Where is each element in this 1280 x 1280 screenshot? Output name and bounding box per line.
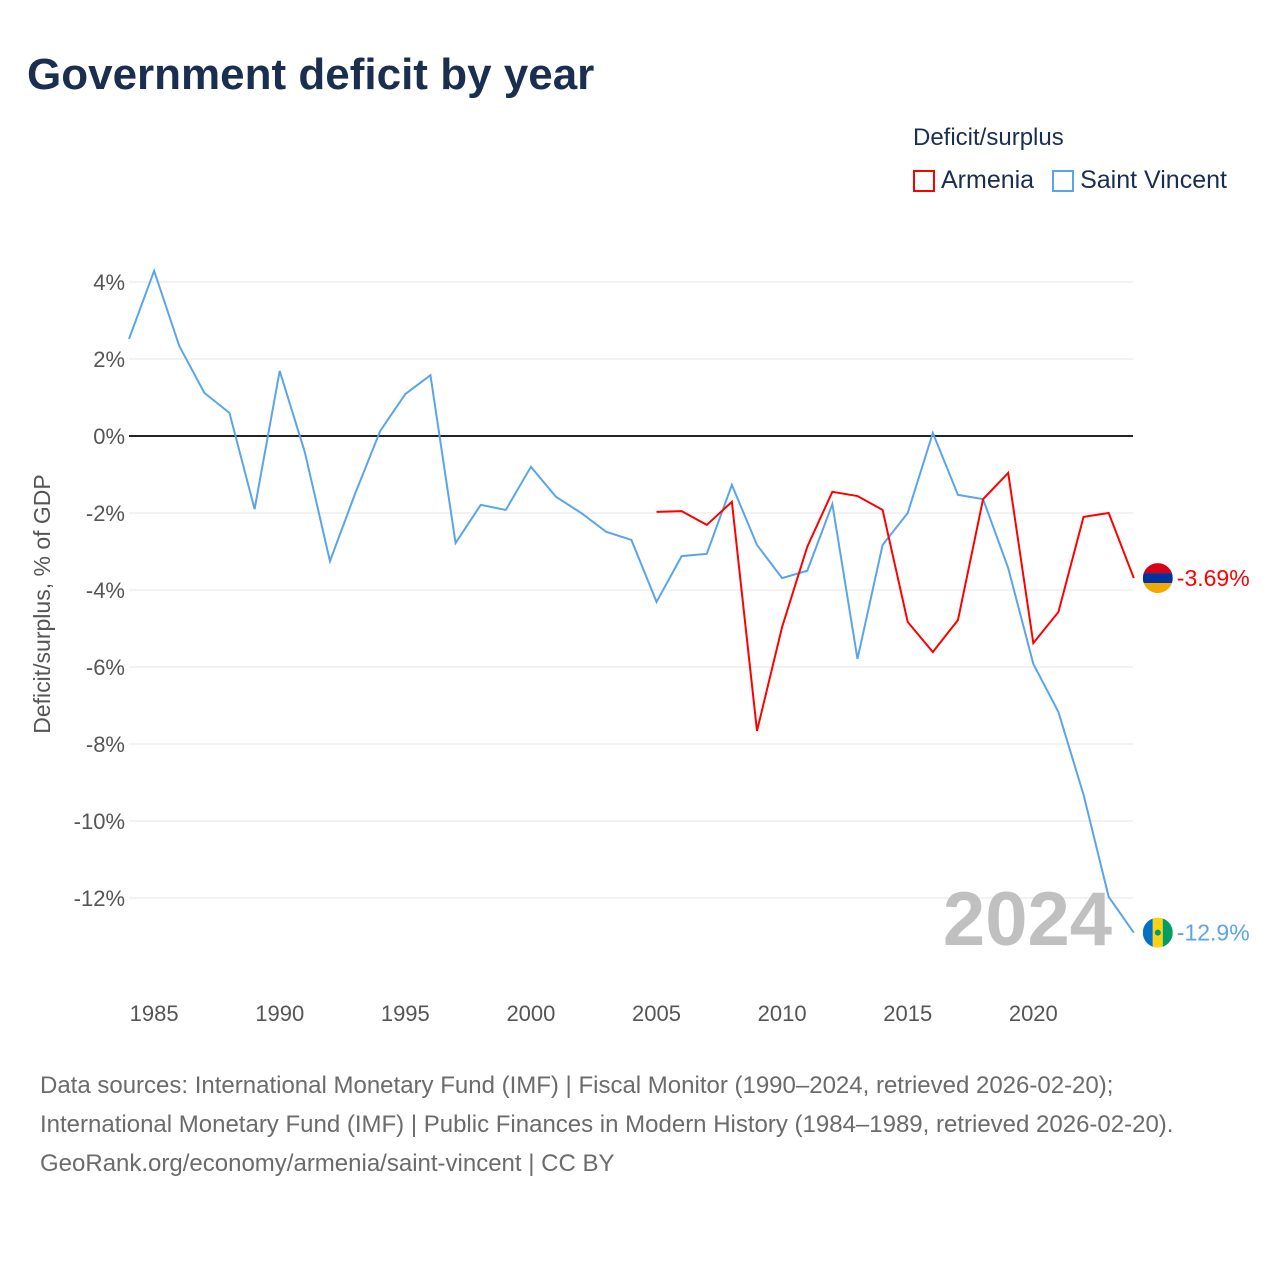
x-tick-label: 1990 bbox=[255, 1001, 304, 1026]
y-tick-label: 0% bbox=[93, 424, 125, 449]
saint-vincent-flag-icon bbox=[1142, 917, 1173, 948]
y-axis-label: Deficit/surplus, % of GDP bbox=[29, 474, 55, 733]
legend: Armenia Saint Vincent bbox=[913, 166, 1227, 195]
chart-title: Government deficit by year bbox=[27, 50, 595, 99]
y-tick-label: -10% bbox=[74, 809, 125, 834]
end-value-label: -12.9% bbox=[1177, 920, 1250, 946]
y-tick-label: -12% bbox=[74, 886, 125, 911]
legend-label: Armenia bbox=[941, 166, 1035, 194]
y-tick-label: -6% bbox=[86, 655, 125, 680]
y-tick-label: -8% bbox=[86, 732, 125, 757]
legend-swatch-saint-vincent bbox=[1052, 169, 1075, 192]
series-line-saint-vincent bbox=[128, 267, 1135, 934]
sources: Data sources: International Monetary Fun… bbox=[40, 1066, 1240, 1183]
y-tick-label: -4% bbox=[86, 578, 125, 603]
x-tick-label: 1995 bbox=[381, 1001, 430, 1026]
x-tick-label: 2010 bbox=[758, 1001, 807, 1026]
legend-title: Deficit/surplus bbox=[913, 124, 1064, 151]
year-label: 2024 bbox=[943, 877, 1112, 962]
x-tick-label: 2005 bbox=[632, 1001, 681, 1026]
x-tick-label: 1985 bbox=[130, 1001, 179, 1026]
x-tick-label: 2015 bbox=[883, 1001, 932, 1026]
legend-item-saint-vincent[interactable]: Saint Vincent bbox=[1052, 166, 1227, 195]
y-tick-label: 2% bbox=[93, 347, 125, 372]
y-tick-label: -2% bbox=[86, 501, 125, 526]
legend-label: Saint Vincent bbox=[1080, 166, 1227, 194]
series-line-armenia bbox=[656, 470, 1135, 732]
y-tick-label: 4% bbox=[93, 270, 125, 295]
armenia-flag-icon bbox=[1142, 563, 1173, 594]
attribution-link[interactable]: GeoRank.org/economy/armenia/saint-vincen… bbox=[40, 1150, 615, 1177]
x-tick-label: 2020 bbox=[1009, 1001, 1058, 1026]
end-value-label: -3.69% bbox=[1177, 565, 1250, 591]
x-tick-label: 2000 bbox=[506, 1001, 555, 1026]
data-sources-text: Data sources: International Monetary Fun… bbox=[40, 1072, 1174, 1138]
legend-swatch-armenia bbox=[913, 169, 935, 192]
legend-item-armenia[interactable]: Armenia bbox=[913, 166, 1034, 195]
